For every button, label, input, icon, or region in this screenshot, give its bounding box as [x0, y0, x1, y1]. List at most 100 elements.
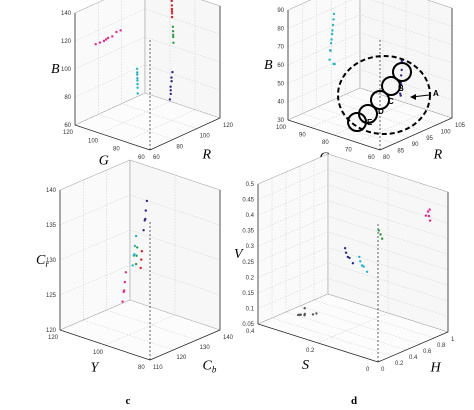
data-point: [333, 62, 336, 66]
annotation-circle: [392, 62, 412, 82]
z-tick-label: 0.15: [242, 291, 254, 297]
x-tick-label: 0.8: [437, 343, 446, 349]
data-point: [365, 270, 369, 273]
panel-label: d: [351, 395, 357, 407]
data-point: [424, 214, 428, 217]
data-point: [400, 74, 403, 77]
x-tick-label: 130: [200, 345, 211, 351]
grid-line-z: [287, 69, 453, 102]
x-tick-label: 120: [223, 123, 234, 129]
grid-line-z: [74, 64, 221, 98]
data-point: [329, 49, 332, 52]
data-point: [346, 255, 349, 259]
grid-line-x: [330, 0, 424, 132]
z-tick-label: 90: [277, 8, 284, 14]
series-2: [343, 247, 355, 265]
data-point: [426, 210, 430, 213]
series-2: [171, 25, 175, 44]
grid-line-z: [257, 200, 449, 239]
z-tick-label: 120: [46, 328, 57, 334]
x-tick-label: 100: [441, 129, 452, 135]
data-point: [115, 30, 118, 34]
x-tick-label: 80: [176, 144, 183, 150]
x-tick-label: 0.6: [423, 349, 432, 355]
grid-line-z: [257, 184, 449, 224]
panel-d-hsv-scatter: 00.20.40.60.8100.20.40.050.10.150.20.250…: [234, 153, 455, 407]
series-4: [121, 271, 128, 303]
y-tick-label: 100: [93, 350, 104, 356]
data-point: [171, 70, 174, 74]
grid-line-z: [257, 169, 449, 208]
grid-line-z: [287, 87, 453, 121]
grid-line-x: [98, 2, 174, 140]
data-point: [170, 10, 174, 13]
grid-line-z: [257, 247, 449, 286]
z-tick-label: 135: [46, 223, 57, 229]
data-point: [94, 43, 97, 46]
annotation-letter: D: [378, 107, 384, 116]
panel-c-ycbcr-scatter: 11012013014080100120120125130135140CbYCr…: [36, 159, 234, 407]
data-point: [170, 12, 174, 15]
data-point: [170, 80, 173, 83]
z-tick-label: 125: [46, 293, 57, 299]
grid-line-z: [257, 293, 449, 333]
data-point: [169, 89, 172, 92]
data-point: [315, 312, 318, 315]
z-tick-label: 0.3: [246, 244, 255, 250]
z-tick-label: 60: [64, 123, 71, 129]
x-axis-label: H: [430, 361, 442, 376]
x-tick-label: 0.2: [395, 361, 404, 367]
z-tick-label: 80: [64, 95, 71, 101]
x-tick-label: 140: [223, 335, 234, 341]
grid-line-z: [287, 51, 453, 84]
annotation-letter: A: [433, 89, 439, 98]
data-point: [362, 265, 365, 268]
grid-line-z: [59, 229, 221, 261]
data-point: [330, 32, 334, 36]
data-point: [136, 86, 139, 89]
z-tick-label: 100: [61, 67, 72, 73]
data-point: [144, 217, 147, 221]
z-tick-label: 120: [61, 39, 72, 45]
y-tick-label: 120: [63, 130, 74, 136]
x-tick-label: 120: [176, 355, 187, 361]
x-tick-label: 0.4: [409, 355, 418, 361]
data-point: [121, 300, 124, 303]
data-point: [329, 42, 333, 45]
data-point: [131, 264, 134, 267]
series-2: [134, 246, 139, 266]
data-point: [136, 246, 139, 249]
grid-line-z: [74, 8, 221, 42]
data-point: [428, 219, 432, 222]
data-point: [428, 208, 431, 211]
z-axis-label: B: [264, 58, 273, 73]
z-tick-label: 40: [277, 100, 284, 106]
x-tick-label: 60: [153, 155, 160, 161]
series-4: [168, 70, 174, 101]
annotation-letter: C: [388, 97, 394, 106]
data-point: [343, 247, 347, 250]
x-tick-label: 80: [383, 155, 390, 161]
grid-line-z: [59, 299, 221, 331]
grid-line-z: [257, 278, 449, 317]
series-1: [170, 0, 174, 19]
series-3: [358, 255, 369, 273]
annotation-letter: B: [398, 84, 404, 93]
x-tick-label: 110: [153, 365, 163, 371]
data-point: [332, 12, 336, 16]
series-1: [377, 229, 384, 240]
data-point: [136, 77, 139, 80]
z-tick-label: 50: [277, 81, 284, 87]
data-point: [134, 234, 138, 238]
data-point: [344, 251, 348, 254]
data-point: [381, 237, 384, 240]
annotation-circle: [347, 112, 367, 132]
panel-label: c: [126, 395, 131, 407]
grid-line-x: [144, 0, 221, 119]
series-3: [135, 67, 139, 95]
data-point: [330, 38, 333, 41]
z-tick-label: 0.2: [246, 275, 255, 281]
z-tick-label: 0.1: [246, 306, 255, 312]
data-point: [377, 229, 380, 232]
